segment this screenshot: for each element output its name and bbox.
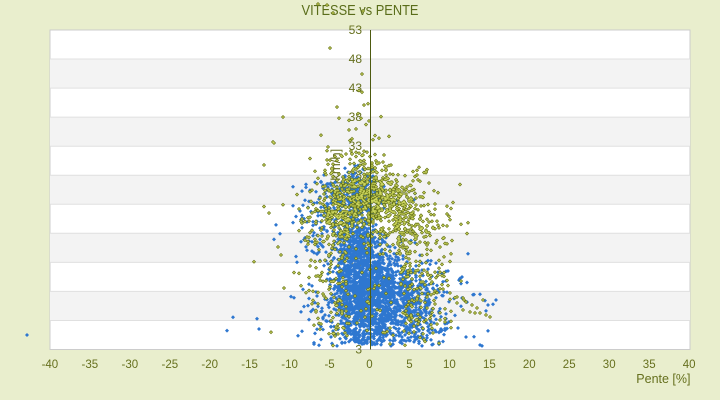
svg-text:-40: -40 bbox=[42, 359, 59, 371]
svg-text:15: 15 bbox=[483, 359, 496, 371]
svg-text:-15: -15 bbox=[241, 359, 258, 371]
svg-text:5: 5 bbox=[406, 359, 412, 371]
svg-text:3: 3 bbox=[355, 343, 362, 357]
svg-text:-35: -35 bbox=[81, 359, 98, 371]
svg-text:33: 33 bbox=[349, 139, 363, 153]
svg-text:3: 3 bbox=[355, 313, 362, 327]
svg-text:-10: -10 bbox=[281, 359, 298, 371]
svg-text:43: 43 bbox=[349, 81, 363, 95]
svg-text:25: 25 bbox=[563, 359, 576, 371]
svg-text:10: 10 bbox=[443, 359, 456, 371]
svg-text:-30: -30 bbox=[121, 359, 138, 371]
svg-text:-20: -20 bbox=[201, 359, 218, 371]
svg-text:30: 30 bbox=[603, 359, 616, 371]
svg-text:VITESSE vs PENTE: VITESSE vs PENTE bbox=[302, 2, 419, 19]
svg-text:0: 0 bbox=[366, 359, 372, 371]
svg-text:53: 53 bbox=[349, 23, 363, 37]
svg-text:-5: -5 bbox=[324, 359, 334, 371]
svg-text:48: 48 bbox=[349, 52, 363, 66]
svg-text:-25: -25 bbox=[161, 359, 178, 371]
svg-text:40: 40 bbox=[683, 359, 696, 371]
svg-text:20: 20 bbox=[523, 359, 536, 371]
svg-text:35: 35 bbox=[643, 359, 656, 371]
svg-text:Pente [%]: Pente [%] bbox=[636, 372, 690, 386]
